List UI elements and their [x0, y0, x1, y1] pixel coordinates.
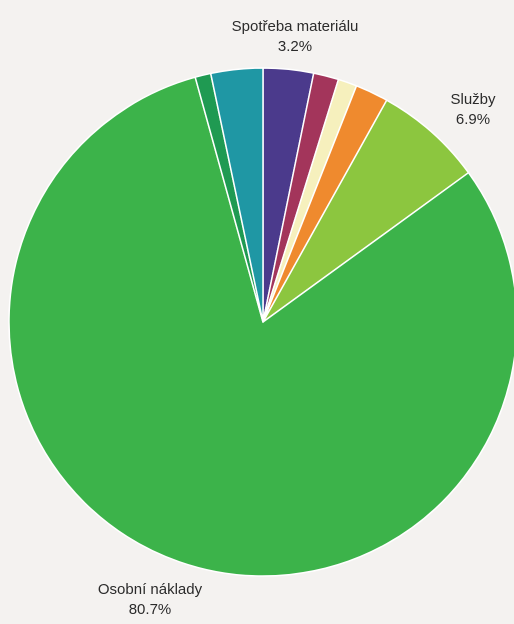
label-spotreba-percent: 3.2% — [277, 38, 313, 55]
pie-slice-4 — [262, 99, 470, 323]
label-osobni-naklady: Osobní náklady 80.7% — [75, 580, 225, 620]
pie-slice-7 — [209, 67, 264, 323]
pie-slices — [8, 67, 514, 577]
label-sluzby-percent: 6.9% — [455, 111, 491, 128]
label-spotreba-materialu: Spotřeba materiálu 3.2% — [205, 17, 385, 57]
label-sluzby-name: Služby — [450, 91, 496, 108]
label-osobni-name: Osobní náklady — [97, 581, 203, 598]
label-spotreba-name: Spotřeba materiálu — [231, 18, 359, 35]
label-sluzby: Služby 6.9% — [438, 90, 508, 130]
label-osobni-percent: 80.7% — [128, 601, 172, 618]
pie-slice-5 — [8, 76, 514, 577]
